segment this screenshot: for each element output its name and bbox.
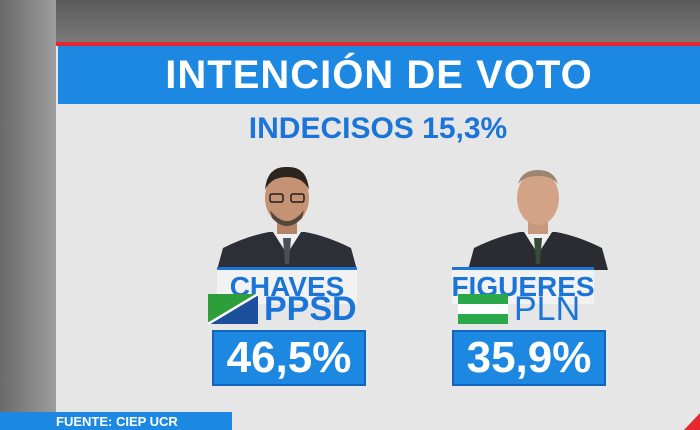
candidate-photo-figueres [468, 160, 608, 270]
candidate-name-figueres: FIGUERES [451, 267, 595, 304]
party-row-ppsd: PPSD [208, 290, 357, 328]
party-row-pln: PLN [458, 290, 581, 328]
page-title: INTENCIÓN DE VOTO [165, 52, 593, 97]
source-label: FUENTE: CIEP UCR [56, 413, 178, 429]
ppsd-flag-icon [208, 294, 258, 324]
undecided-label: INDECISOS 15,3% [248, 112, 508, 145]
pln-flag-icon [458, 294, 508, 324]
title-banner: INTENCIÓN DE VOTO [58, 46, 700, 104]
percentage-chaves: 46,5% [212, 330, 366, 386]
party-label-ppsd: PPSD [264, 290, 357, 328]
background-top-band [0, 0, 700, 44]
red-accent-line [56, 42, 700, 46]
percentage-figueres: 35,9% [452, 330, 606, 386]
background-left-band [0, 0, 56, 430]
candidate-photo-chaves [217, 160, 357, 270]
party-label-pln: PLN [514, 290, 581, 328]
candidate-name-chaves: CHAVES [217, 267, 357, 304]
red-corner-mark [684, 413, 700, 430]
source-footer: FUENTE: CIEP UCR [0, 412, 232, 430]
